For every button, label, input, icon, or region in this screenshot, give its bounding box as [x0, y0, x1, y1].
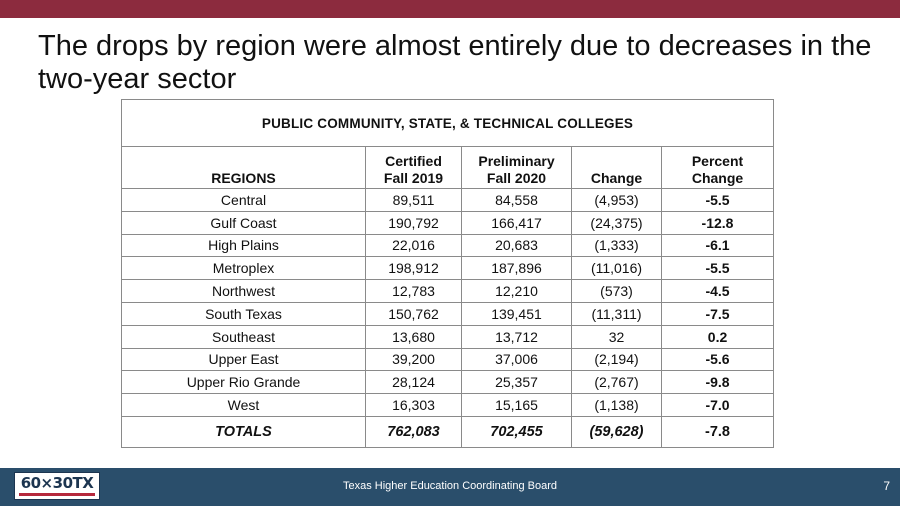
table-row: Gulf Coast 190,792 166,417 (24,375) -12.8: [121, 210, 775, 235]
table-row: Central 89,511 84,558 (4,953) -5.5: [121, 188, 775, 212]
enrollment-table-container: PUBLIC COMMUNITY, STATE, & TECHNICAL COL…: [120, 99, 775, 448]
cell-certified: 22,016: [365, 233, 462, 258]
cell-region: Gulf Coast: [121, 210, 366, 235]
header-certified-line1: Certified: [385, 153, 442, 169]
header-preliminary: Preliminary Fall 2020: [461, 146, 572, 189]
header-certified-line2: Fall 2019: [383, 170, 444, 186]
table-row: Upper East 39,200 37,006 (2,194) -5.6: [121, 347, 775, 372]
footer-bar: [0, 468, 900, 506]
cell-certified: 28,124: [365, 370, 462, 395]
cell-preliminary: 20,683: [461, 233, 572, 258]
header-certified: Certified Fall 2019: [365, 146, 462, 189]
cell-preliminary: 84,558: [461, 188, 572, 212]
cell-percent: -5.5: [660, 256, 775, 281]
cell-preliminary: 15,165: [461, 393, 572, 417]
cell-preliminary: 13,712: [461, 324, 572, 349]
header-preliminary-line1: Preliminary: [478, 153, 555, 169]
totals-certified: 762,083: [365, 415, 462, 448]
logo-text: 60×30TX: [20, 474, 94, 492]
cell-change: (1,333): [571, 233, 662, 258]
enrollment-table: PUBLIC COMMUNITY, STATE, & TECHNICAL COL…: [120, 99, 775, 448]
table-header-row: REGIONS Certified Fall 2019 Preliminary Fa…: [121, 146, 775, 189]
top-accent-bar: [0, 0, 900, 18]
60x30tx-logo: 60×30TX: [14, 472, 100, 500]
cell-change: (24,375): [571, 210, 662, 235]
cell-change: 32: [571, 324, 662, 349]
cell-certified: 198,912: [365, 256, 462, 281]
totals-change: (59,628): [571, 415, 662, 448]
cell-certified: 16,303: [365, 393, 462, 417]
cell-change: (11,016): [571, 256, 662, 281]
cell-percent: -7.0: [660, 393, 775, 417]
cell-region: Southeast: [121, 324, 366, 349]
table-caption-row: PUBLIC COMMUNITY, STATE, & TECHNICAL COL…: [120, 99, 775, 147]
cell-change: (4,953): [571, 188, 662, 212]
header-preliminary-line2: Fall 2020: [486, 170, 547, 186]
slide-title: The drops by region were almost entirely…: [38, 30, 872, 95]
cell-certified: 13,680: [365, 324, 462, 349]
cell-certified: 150,762: [365, 301, 462, 326]
footer-organization: Texas Higher Education Coordinating Boar…: [342, 480, 558, 492]
cell-preliminary: 37,006: [461, 347, 572, 372]
cell-region: High Plains: [121, 233, 366, 258]
cell-percent: -9.8: [660, 370, 775, 395]
cell-preliminary: 12,210: [461, 279, 572, 303]
page-number: 7: [883, 479, 890, 493]
totals-percent: -7.8: [660, 415, 775, 448]
table-row: Southeast 13,680 13,712 32 0.2: [121, 324, 775, 349]
table-row: Northwest 12,783 12,210 (573) -4.5: [121, 279, 775, 303]
cell-percent: -5.6: [660, 347, 775, 372]
cell-preliminary: 25,357: [461, 370, 572, 395]
table-row: High Plains 22,016 20,683 (1,333) -6.1: [121, 233, 775, 258]
totals-row: TOTALS 762,083 702,455 (59,628) -7.8: [121, 415, 775, 448]
cell-percent: -12.8: [660, 210, 775, 235]
cell-region: Upper Rio Grande: [121, 370, 366, 395]
table-row: Upper Rio Grande 28,124 25,357 (2,767) -9.8: [121, 370, 775, 395]
cell-preliminary: 139,451: [461, 301, 572, 326]
table-row: Metroplex 198,912 187,896 (11,016) -5.5: [121, 256, 775, 281]
totals-label: TOTALS: [121, 415, 366, 448]
header-change: Change: [571, 146, 662, 189]
cell-percent: -5.5: [660, 188, 775, 212]
cell-percent: 0.2: [660, 324, 775, 349]
table-caption: PUBLIC COMMUNITY, STATE, & TECHNICAL COL…: [120, 99, 775, 147]
cell-region: Central: [121, 188, 366, 212]
cell-change: (11,311): [571, 301, 662, 326]
cell-percent: -4.5: [660, 279, 775, 303]
header-regions: REGIONS: [121, 146, 366, 189]
cell-region: West: [121, 393, 366, 417]
logo-stripe: [19, 493, 95, 496]
header-percent-line2: Change: [691, 170, 744, 186]
cell-preliminary: 166,417: [461, 210, 572, 235]
cell-percent: -7.5: [660, 301, 775, 326]
table-body: Central 89,511 84,558 (4,953) -5.5 Gulf Coast…: [121, 188, 775, 417]
cell-change: (573): [571, 279, 662, 303]
cell-region: Metroplex: [121, 256, 366, 281]
header-percent-line1: Percent: [691, 153, 744, 169]
cell-region: South Texas: [121, 301, 366, 326]
cell-certified: 12,783: [365, 279, 462, 303]
table-row: West 16,303 15,165 (1,138) -7.0: [121, 393, 775, 417]
cell-change: (2,194): [571, 347, 662, 372]
cell-preliminary: 187,896: [461, 256, 572, 281]
cell-certified: 190,792: [365, 210, 462, 235]
cell-change: (2,767): [571, 370, 662, 395]
cell-region: Upper East: [121, 347, 366, 372]
cell-percent: -6.1: [660, 233, 775, 258]
cell-certified: 89,511: [365, 188, 462, 212]
cell-region: Northwest: [121, 279, 366, 303]
totals-preliminary: 702,455: [461, 415, 572, 448]
table-row: South Texas 150,762 139,451 (11,311) -7.5: [121, 301, 775, 326]
header-percent-change: Percent Change: [660, 146, 775, 189]
cell-change: (1,138): [571, 393, 662, 417]
cell-certified: 39,200: [365, 347, 462, 372]
